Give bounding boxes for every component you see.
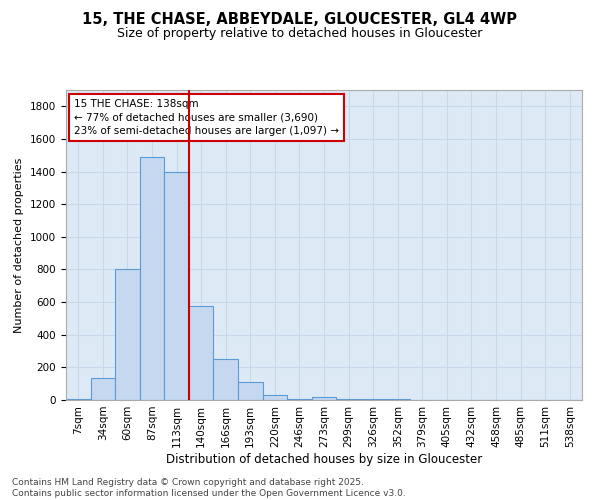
Text: Size of property relative to detached houses in Gloucester: Size of property relative to detached ho… [118, 28, 482, 40]
Y-axis label: Number of detached properties: Number of detached properties [14, 158, 25, 332]
Bar [385, 399, 410, 400]
Bar [91, 378, 115, 400]
Bar [287, 399, 312, 400]
Bar [140, 157, 164, 400]
Text: 15 THE CHASE: 138sqm
← 77% of detached houses are smaller (3,690)
23% of semi-de: 15 THE CHASE: 138sqm ← 77% of detached h… [74, 100, 339, 136]
Bar [361, 399, 385, 400]
Bar [164, 172, 189, 400]
Text: Contains HM Land Registry data © Crown copyright and database right 2025.
Contai: Contains HM Land Registry data © Crown c… [12, 478, 406, 498]
Bar [238, 382, 263, 400]
X-axis label: Distribution of detached houses by size in Gloucester: Distribution of detached houses by size … [166, 452, 482, 466]
Bar [312, 396, 336, 400]
Bar [263, 395, 287, 400]
Bar [66, 399, 91, 400]
Bar [336, 399, 361, 400]
Text: 15, THE CHASE, ABBEYDALE, GLOUCESTER, GL4 4WP: 15, THE CHASE, ABBEYDALE, GLOUCESTER, GL… [83, 12, 517, 28]
Bar [189, 306, 214, 400]
Bar [115, 270, 140, 400]
Bar [214, 359, 238, 400]
